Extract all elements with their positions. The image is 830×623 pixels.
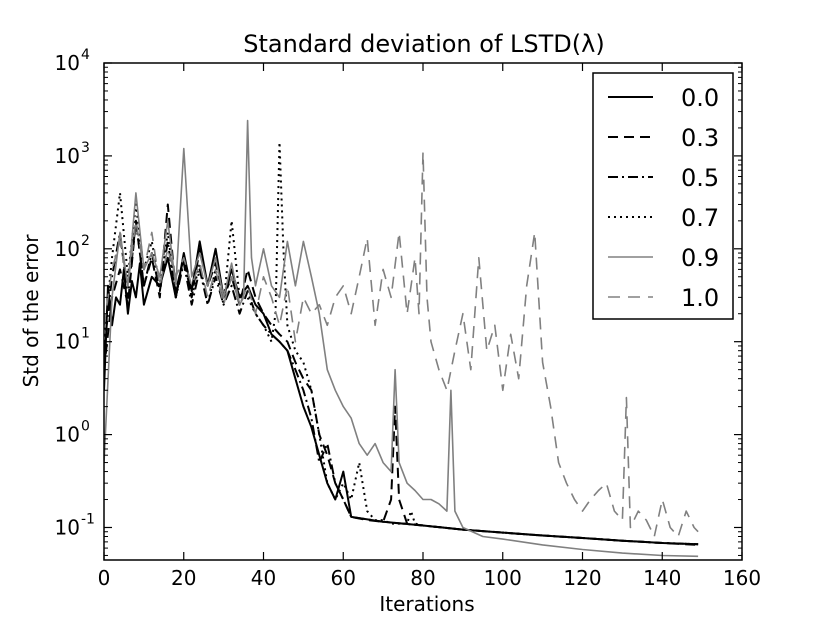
x-tick-label: 40 [251,566,276,590]
legend: 0.0 0.3 0.5 0.7 0.9 1.0 [592,72,734,320]
y-tick-exponent: 0 [81,419,90,435]
y-tick-exponent: 1 [81,326,90,342]
x-tick-label: 120 [563,566,601,590]
legend-label-0-5: 0.5 [681,164,719,192]
y-tick-exponent: 4 [81,47,90,63]
legend-label-0-3: 0.3 [681,124,719,152]
y-tick-label: 10 [55,144,80,168]
y-tick-label: 10 [55,237,80,261]
x-tick-label: 140 [643,566,681,590]
x-tick-label: 0 [98,566,111,590]
chart-title: Standard deviation of LSTD(λ) [243,30,604,58]
x-axis-label: Iterations [379,592,474,616]
legend-label-0-7: 0.7 [681,204,719,232]
x-tick-label: 160 [723,566,761,590]
y-tick-exponent: 2 [81,233,90,249]
legend-label-0-9: 0.9 [681,244,719,272]
legend-label-0-0: 0.0 [681,84,719,112]
y-tick-label: 10 [55,330,80,354]
series-line-0-9 [104,119,699,558]
x-tick-label: 80 [410,566,435,590]
x-tick-label: 20 [171,566,196,590]
series-layer [104,119,699,558]
x-axis: 0 20 40 60 80 100 120 140 160 [98,63,761,590]
y-tick-label: 10 [55,423,80,447]
legend-label-1-0: 1.0 [681,284,719,312]
y-tick-exponent: -1 [81,511,95,527]
y-tick-label: 10 [55,515,80,539]
x-tick-label: 60 [331,566,356,590]
y-tick-exponent: 3 [81,140,90,156]
y-tick-label: 10 [55,51,80,75]
y-axis-label: Std of the error [19,234,43,388]
legend-box [592,72,734,320]
series-line-0-7 [104,141,699,546]
x-tick-label: 100 [484,566,522,590]
